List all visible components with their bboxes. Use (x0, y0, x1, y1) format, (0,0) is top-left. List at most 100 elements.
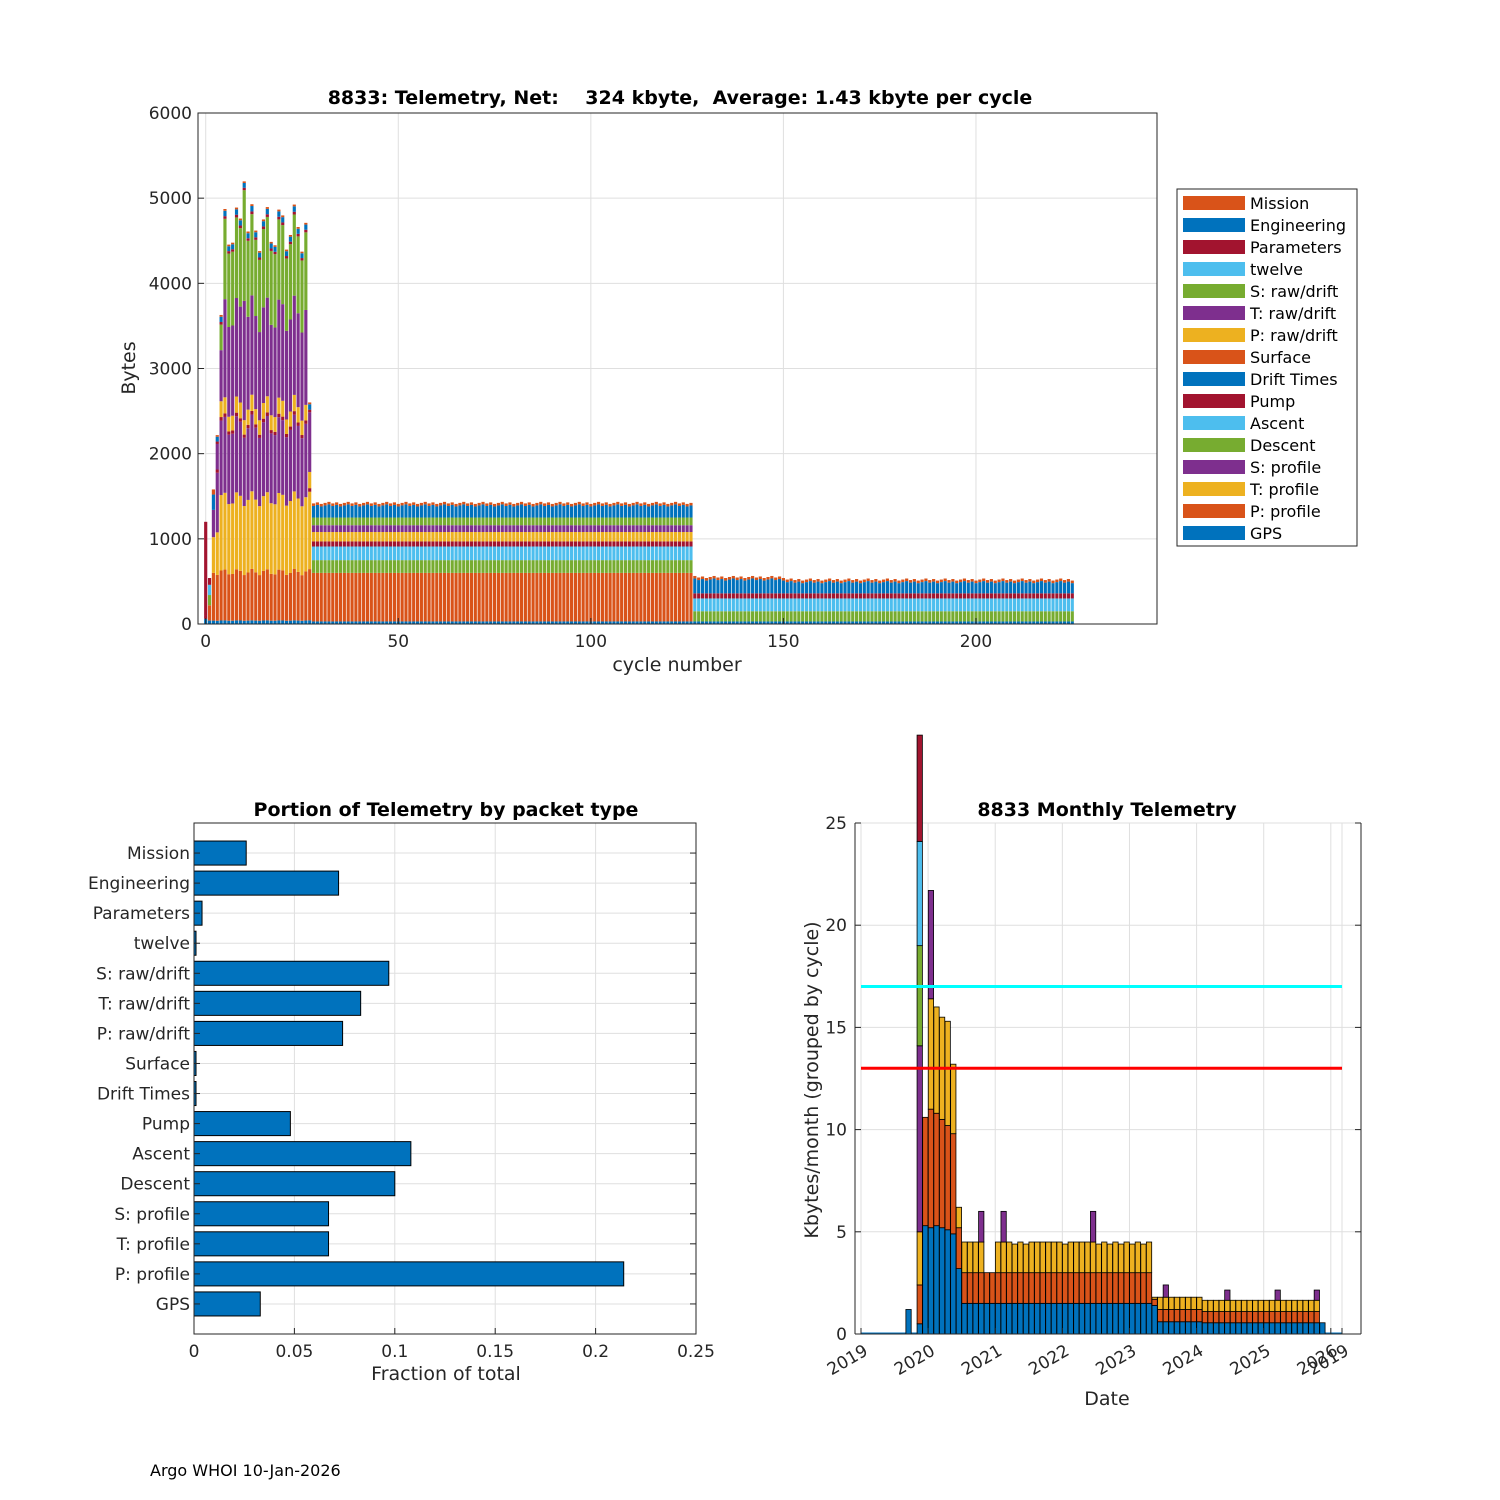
top-bar-segment (993, 621, 997, 624)
top-bar-segment (223, 218, 227, 300)
top-bar-segment (673, 525, 678, 533)
top-bar-segment (662, 621, 666, 624)
br-bar-segment (1280, 1311, 1287, 1324)
top-bar-segment (573, 517, 578, 526)
top-bar-segment (454, 541, 458, 547)
top-bar-segment (466, 546, 470, 561)
top-bar-segment (585, 517, 589, 526)
top-bar-segment (546, 541, 551, 547)
top-bar-segment (450, 525, 454, 533)
top-bar-segment (227, 244, 231, 247)
br-bar-segment (1006, 1241, 1013, 1274)
top-bar-segment (1001, 611, 1005, 622)
top-bar-segment (881, 593, 886, 599)
top-bar-segment (261, 219, 266, 222)
top-bar-segment (408, 621, 412, 624)
top-bar-segment (928, 611, 932, 622)
top-bar-segment (246, 233, 250, 239)
top-bar-segment (700, 598, 705, 612)
top-bar-segment (797, 579, 801, 582)
top-bar-segment (350, 572, 354, 622)
top-bar-segment (558, 525, 562, 533)
top-bar-segment (242, 506, 246, 576)
top-bar-segment (558, 532, 562, 542)
top-bar-segment (327, 501, 331, 505)
top-bar-segment (878, 611, 882, 622)
top-bar-segment (566, 572, 570, 622)
br-bar-segment (967, 1241, 974, 1274)
top-bar-segment (231, 503, 235, 574)
br-bar-segment (1313, 1311, 1320, 1324)
br-bar-segment (1151, 1296, 1158, 1300)
bl-category-label: Ascent (132, 1145, 190, 1165)
top-bar-segment (966, 582, 970, 594)
top-bar-segment (427, 621, 431, 624)
top-bar-segment (1012, 583, 1017, 594)
top-bar-segment (670, 517, 674, 526)
top-bar-segment (816, 579, 820, 582)
top-bar-segment (623, 572, 628, 622)
top-bar-segment (415, 532, 420, 542)
top-bar-segment (697, 611, 701, 622)
top-bar-segment (512, 506, 516, 518)
top-bar-segment (346, 525, 350, 533)
top-bar-segment (627, 560, 631, 573)
top-bar-segment (516, 621, 520, 624)
top-bar-segment (581, 525, 585, 533)
top-bar-segment (620, 572, 624, 622)
top-bar-segment (708, 576, 712, 580)
top-bar-segment (978, 579, 982, 583)
top-bar-segment (1009, 598, 1013, 612)
top-bar-segment (404, 621, 408, 624)
top-bar-segment (608, 532, 612, 542)
br-bar-segment (1000, 1272, 1007, 1304)
top-bar-segment (354, 504, 358, 518)
top-bar-segment (639, 621, 643, 624)
top-bar-segment (508, 502, 512, 505)
top-bar-segment (751, 575, 755, 579)
top-bar-segment (246, 499, 250, 573)
top-bar-segment (712, 578, 716, 594)
br-bar-segment (1162, 1284, 1169, 1298)
legend-label: Parameters (1250, 238, 1342, 257)
top-bar-segment (242, 190, 246, 301)
top-bar-segment (673, 572, 678, 622)
top-bar-segment (570, 525, 574, 533)
top-bar-segment (512, 546, 516, 561)
top-bar-segment (1070, 583, 1074, 594)
top-bar-segment (685, 525, 689, 533)
top-bar-segment (1047, 579, 1051, 582)
top-bar-segment (281, 416, 285, 421)
top-bar-segment (481, 504, 485, 518)
top-bar-segment (227, 416, 231, 432)
br-bar-segment (967, 1302, 974, 1335)
top-bar-segment (928, 598, 932, 612)
br-bar-segment (1173, 1321, 1181, 1335)
top-bar-segment (546, 517, 551, 526)
top-bar-segment (373, 525, 377, 533)
top-bar-segment (839, 611, 843, 622)
top-bar-segment (281, 222, 285, 226)
top-bar-segment (650, 560, 655, 573)
top-bar-segment (620, 541, 624, 547)
top-bar-segment (523, 621, 527, 624)
legend-swatch (1183, 482, 1245, 496)
top-bar-segment (639, 525, 643, 533)
top-bar-segment (593, 502, 597, 506)
top-bar-segment (423, 501, 427, 505)
br-bar-segment (1190, 1296, 1197, 1310)
top-bar-segment (246, 572, 250, 621)
top-bar-segment (1062, 580, 1067, 583)
top-bar-segment (1032, 580, 1036, 584)
top-bar-segment (362, 621, 366, 624)
top-bar-segment (643, 504, 647, 518)
top-bar-segment (308, 620, 312, 624)
top-bar-segment (920, 611, 924, 622)
top-bar-segment (481, 546, 485, 561)
br-bar-segment (1313, 1322, 1320, 1335)
top-bar-segment (647, 546, 651, 561)
top-bar-segment (338, 517, 343, 526)
top-bar-segment (539, 517, 543, 526)
top-bar-segment (419, 505, 423, 518)
top-bar-segment (866, 598, 870, 612)
